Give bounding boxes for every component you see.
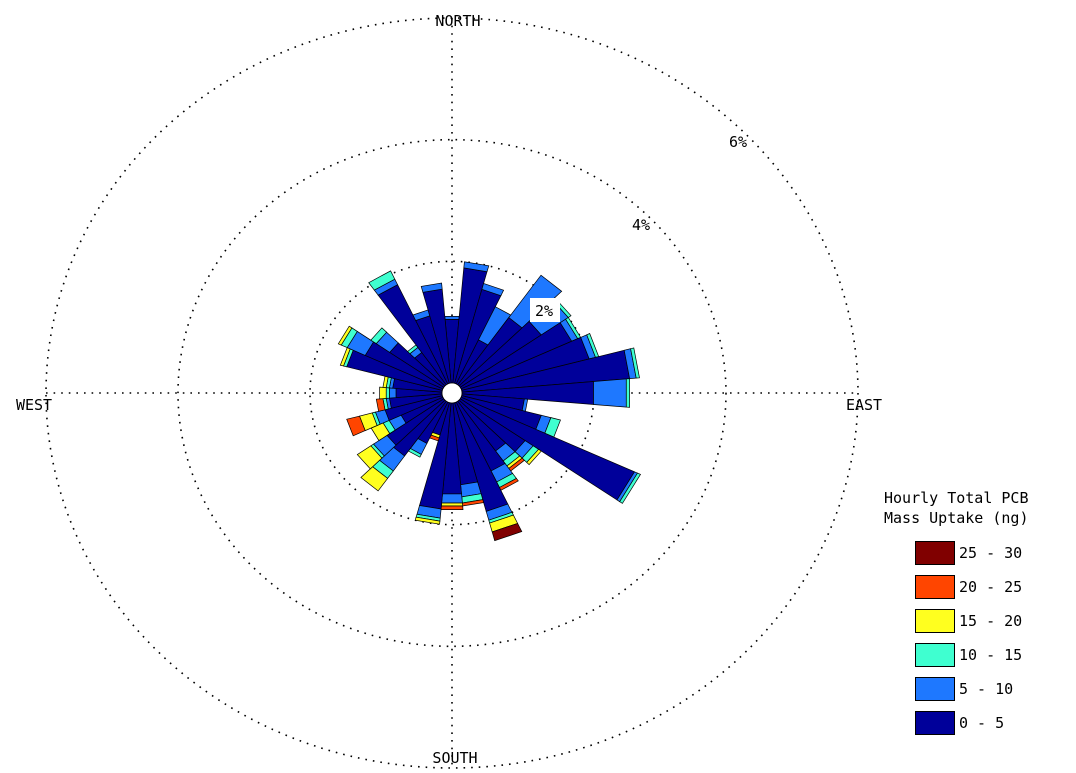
bar-segment: [379, 386, 387, 400]
legend-swatch: [915, 643, 955, 667]
bar-segment: [630, 347, 640, 379]
ring-label-2-background: [530, 298, 560, 322]
wind-rose-bars: [337, 261, 642, 542]
bar-segment: [385, 387, 390, 399]
center-hole: [441, 382, 463, 404]
legend-item-20-25: 20 - 25: [880, 570, 1070, 604]
ring-label-4-percent: 4%: [632, 216, 650, 234]
bar-segment: [593, 378, 627, 408]
legend-item-10-15: 10 - 15: [880, 638, 1070, 672]
legend-label: 25 - 30: [959, 544, 1023, 562]
bar-segment: [389, 387, 397, 399]
bar-segment: [368, 270, 396, 291]
bar-segment: [526, 448, 542, 466]
legend-item-5-10: 5 - 10: [880, 672, 1070, 706]
direction-label-west: WEST: [16, 396, 52, 414]
bar-segment: [360, 466, 389, 492]
ring-4-percent: [177, 138, 727, 648]
legend-item-25-30: 25 - 30: [880, 536, 1070, 570]
legend-item-15-20: 15 - 20: [880, 604, 1070, 638]
bar-segment: [414, 516, 441, 525]
legend-title-line-2: Mass Uptake (ng): [884, 509, 1029, 527]
bar-segment: [356, 445, 383, 470]
bar-segment: [481, 282, 505, 297]
bar-segment: [440, 505, 464, 510]
ring-label-2-percent: 2%: [535, 302, 553, 320]
bar-segment: [625, 378, 630, 408]
direction-label-south: SOUTH: [432, 749, 477, 767]
bar-segment: [337, 325, 353, 346]
bar-segment: [491, 522, 523, 542]
bar-segment: [619, 472, 642, 504]
legend-label: 20 - 25: [959, 578, 1023, 596]
legend-title-line-1: Hourly Total PCB: [884, 489, 1029, 507]
legend-swatch: [915, 541, 955, 565]
legend-item-0-5: 0 - 5: [880, 706, 1070, 740]
legend: Hourly Total PCB Mass Uptake (ng) 25 - 3…: [880, 488, 1070, 740]
bar-segment: [375, 398, 386, 412]
ring-label-6-percent: 6%: [729, 133, 747, 151]
bar-segment: [444, 316, 460, 320]
legend-swatch: [915, 711, 955, 735]
legend-title: Hourly Total PCB Mass Uptake (ng): [884, 488, 1070, 528]
bar-segment: [370, 327, 388, 345]
bar-segment: [420, 282, 443, 293]
bar-segment: [441, 493, 463, 504]
bar-segment: [440, 502, 464, 507]
legend-label: 5 - 10: [959, 680, 1014, 698]
legend-swatch: [915, 575, 955, 599]
legend-label: 15 - 20: [959, 612, 1023, 630]
legend-label: 10 - 15: [959, 646, 1023, 664]
legend-label: 0 - 5: [959, 714, 1005, 732]
legend-swatch: [915, 677, 955, 701]
direction-label-north: NORTH: [435, 12, 480, 30]
bar-segment: [346, 415, 366, 437]
direction-label-east: EAST: [846, 396, 882, 414]
legend-swatch: [915, 609, 955, 633]
bar-segment: [463, 261, 490, 273]
